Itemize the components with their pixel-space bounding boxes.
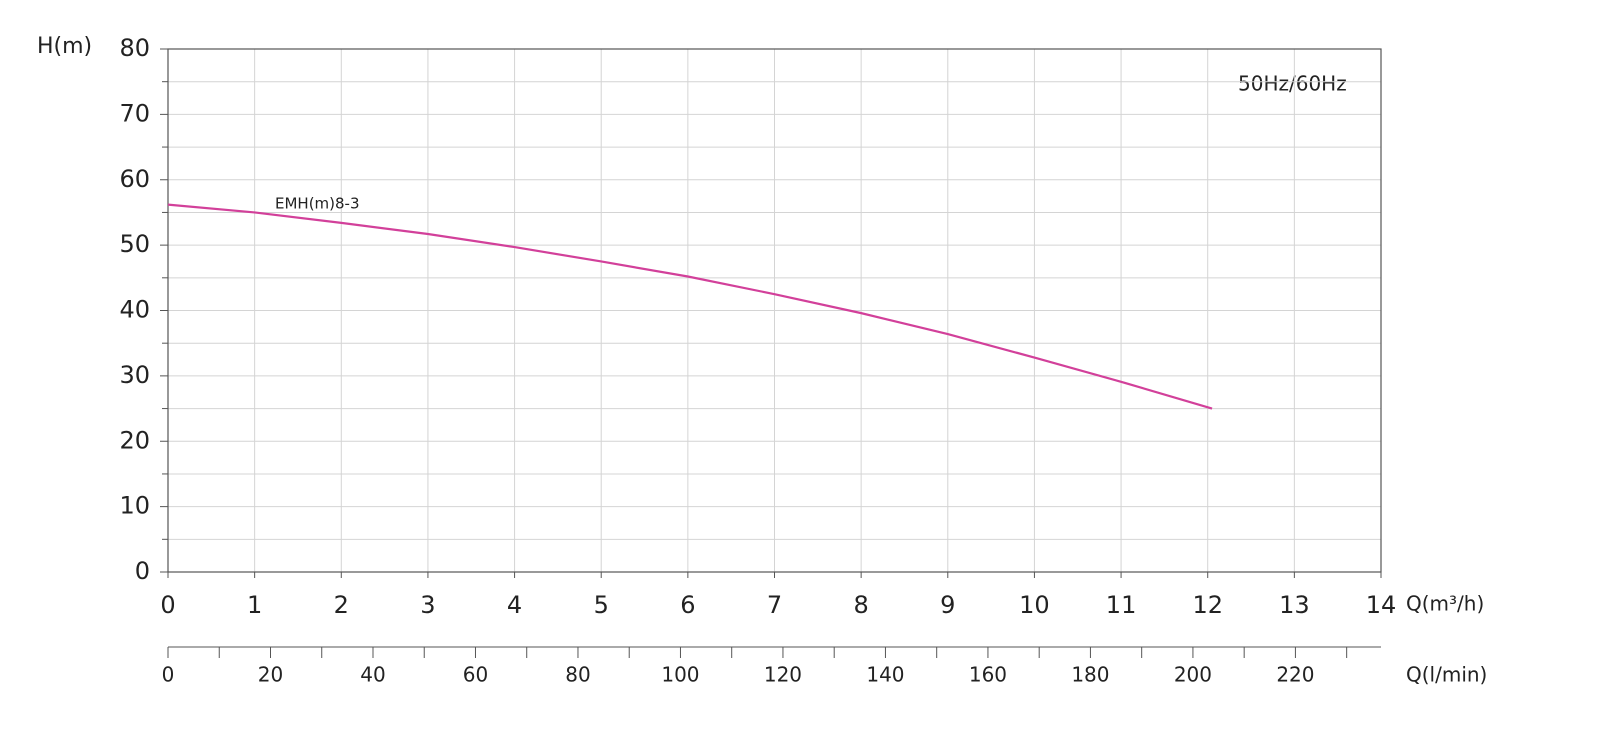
x-tick-label: 2 (334, 591, 349, 619)
plot-frame (167, 48, 1382, 573)
line (167, 203, 1213, 410)
x2-tick-label: 220 (1276, 663, 1314, 687)
y-tick-label: 70 (119, 99, 150, 127)
x-tick-label: 0 (160, 591, 175, 619)
x2-tick-label: 160 (969, 663, 1007, 687)
x-tick-label: 5 (594, 591, 609, 619)
x2-tick-label: 0 (162, 663, 175, 687)
annotation: 50Hz/60Hz (1238, 72, 1347, 96)
x-tick-label: 8 (854, 591, 869, 619)
x-axis-label: Q(m³/h) (1406, 592, 1484, 616)
x2-tick-label: 20 (258, 663, 283, 687)
x-tick-label: 9 (940, 591, 955, 619)
y-tick-label: 10 (119, 492, 150, 520)
x2-tick-label: 180 (1071, 663, 1109, 687)
y-tick-label: 20 (119, 426, 150, 454)
y-tick-label: 30 (119, 361, 150, 389)
y-axis-label: H(m) (37, 34, 92, 59)
x-tick-label: 14 (1366, 591, 1397, 619)
y-tick-label: 80 (119, 34, 150, 62)
x-tick-label: 11 (1106, 591, 1137, 619)
x-tick-label: 3 (420, 591, 435, 619)
x2-tick-label: 100 (661, 663, 699, 687)
x-tick-label: 13 (1279, 591, 1310, 619)
x2-tick-label: 120 (764, 663, 802, 687)
x-tick-label: 6 (680, 591, 695, 619)
x2-tick-label: 80 (565, 663, 590, 687)
x2-tick-label: 200 (1174, 663, 1212, 687)
x-tick-label: 4 (507, 591, 522, 619)
series-label: EMH(m)8-3 (275, 195, 360, 213)
x2-tick-label: 40 (360, 663, 385, 687)
y-tick-label: 0 (135, 557, 150, 585)
x-tick-label: 1 (247, 591, 262, 619)
x2-axis-label: Q(l/min) (1406, 663, 1487, 687)
y-tick-label: 60 (119, 165, 150, 193)
x-tick-label: 7 (767, 591, 782, 619)
x-tick-label: 10 (1019, 591, 1050, 619)
x-tick-label: 12 (1192, 591, 1223, 619)
x2-tick-label: 140 (866, 663, 904, 687)
y-tick-label: 50 (119, 230, 150, 258)
x2-tick-label: 60 (463, 663, 488, 687)
y-tick-label: 40 (119, 296, 150, 324)
